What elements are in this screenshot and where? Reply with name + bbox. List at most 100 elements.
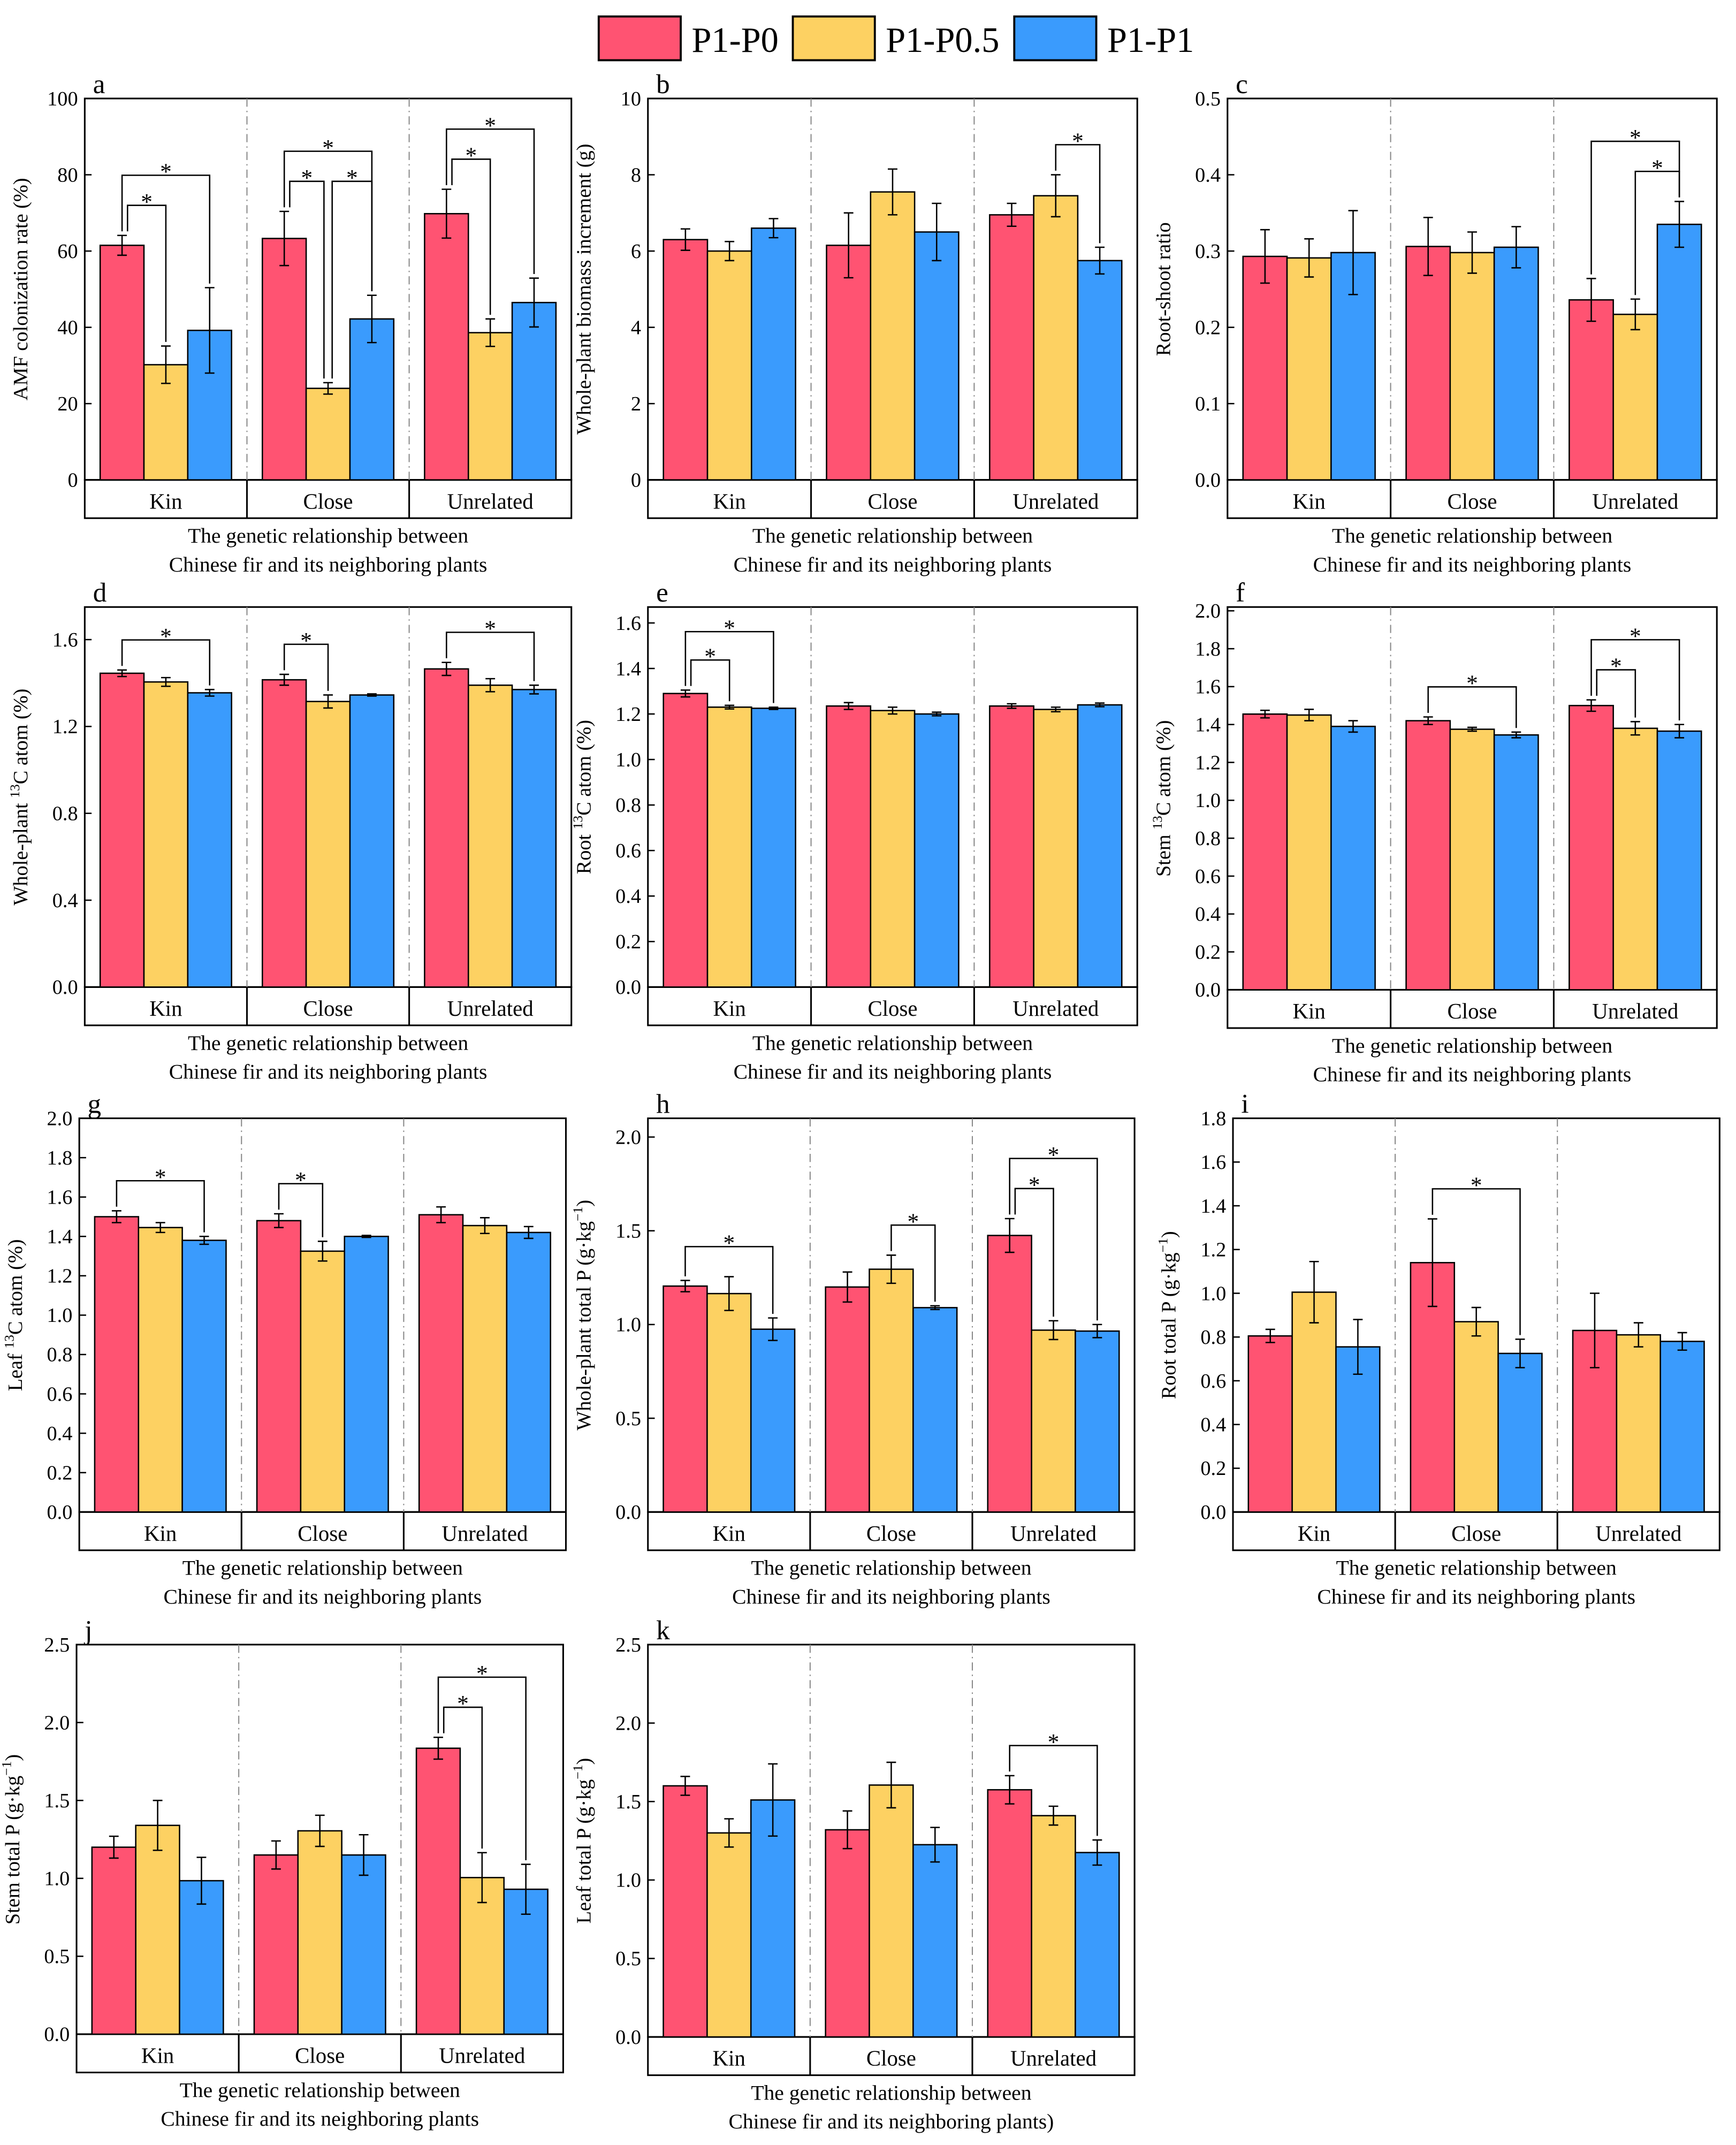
error-bar xyxy=(725,704,735,710)
bar-d-close-0 xyxy=(262,679,307,988)
error-bar xyxy=(441,188,452,239)
category-label: Kin xyxy=(713,489,746,513)
panel-a: a Kin Close Unrelated 0 20 40 60 80 100 AMF coloni… xyxy=(10,69,573,576)
category-label: Close xyxy=(303,489,353,513)
y-tick-label: 1.6 xyxy=(1195,676,1221,698)
legend-label: P1-P1 xyxy=(1107,21,1194,60)
y-tick-label: 1.8 xyxy=(1200,1107,1226,1130)
error-bar xyxy=(680,1776,690,1796)
y-tick-label: 2.0 xyxy=(1195,600,1221,622)
y-axis-label-text: C atom (%) xyxy=(573,720,595,816)
x-axis-label: Chinese fir and its neighboring plants xyxy=(169,553,488,576)
y-tick-label: 1.8 xyxy=(47,1147,73,1169)
y-axis-label: Stem 13C atom (%) xyxy=(1149,720,1175,877)
bar-b-close-1 xyxy=(870,191,916,481)
y-axis-label-text: Leaf xyxy=(4,1349,27,1391)
bar-k-kin-0 xyxy=(663,1785,708,2038)
bar-i-kin-0 xyxy=(1247,1335,1293,1513)
bar-e-unrelated-1 xyxy=(1033,709,1079,988)
error-bar xyxy=(199,1235,209,1245)
y-tick-label: 2.0 xyxy=(615,1126,641,1148)
y-axis-label-text: Whole-plant xyxy=(10,798,32,906)
error-bar xyxy=(842,1810,852,1850)
category-label: Close xyxy=(303,997,353,1021)
error-bar xyxy=(1674,201,1685,248)
y-tick-label: 1.5 xyxy=(44,1790,70,1812)
y-axis-label-text: Root xyxy=(573,829,595,874)
x-axis-label: Chinese fir and its neighboring plants xyxy=(732,1585,1050,1608)
error-bar xyxy=(768,1317,778,1341)
bar-a-close-0 xyxy=(262,238,307,481)
significance-bracket xyxy=(684,1246,774,1314)
panel-letter: k xyxy=(656,1615,670,1646)
x-axis-label: The genetic relationship between xyxy=(1332,1034,1612,1058)
bar-a-close-1 xyxy=(305,387,351,481)
bar-k-kin-2 xyxy=(750,1799,796,2038)
y-tick-label: 0.0 xyxy=(615,976,641,999)
error-bar xyxy=(1515,1338,1525,1368)
y-tick-label: 0.6 xyxy=(47,1383,73,1405)
bar-e-close-1 xyxy=(870,710,916,988)
error-bar xyxy=(1048,1805,1059,1826)
bar-f-kin-2 xyxy=(1330,726,1376,991)
significance-bracket xyxy=(1590,639,1680,721)
y-tick-label: 100 xyxy=(47,88,78,110)
error-bar xyxy=(1304,709,1314,721)
bar-d-kin-0 xyxy=(99,672,145,988)
y-axis-label-sup: 13 xyxy=(570,816,585,830)
panel-letter: c xyxy=(1236,69,1248,100)
y-tick-label: 1.0 xyxy=(615,1869,641,1892)
x-axis-label: The genetic relationship between xyxy=(752,1031,1033,1055)
legend: P1-P0 P1-P0.5 P1-P1 xyxy=(597,15,1194,62)
y-axis-label-text: Leaf total P (g·kg xyxy=(573,1779,595,1924)
y-tick-label: 1.6 xyxy=(47,1186,73,1208)
x-axis-label: The genetic relationship between xyxy=(752,524,1033,547)
error-bar xyxy=(1467,231,1477,274)
y-axis-label-sup: 13 xyxy=(7,784,22,798)
significance-marker: * xyxy=(484,113,496,139)
bar-e-kin-0 xyxy=(663,693,709,988)
y-tick-label: 0.0 xyxy=(1200,1501,1226,1524)
panel-letter: a xyxy=(93,69,105,100)
significance-marker: * xyxy=(1072,128,1084,154)
bar-c-unrelated-0 xyxy=(1569,299,1614,481)
bar-h-unrelated-2 xyxy=(1075,1330,1120,1513)
bar-a-unrelated-1 xyxy=(467,332,513,481)
y-tick-label: 0.8 xyxy=(1195,827,1221,850)
error-bar xyxy=(843,702,854,710)
x-axis-label: Chinese fir and its neighboring plants) xyxy=(728,2110,1054,2133)
bar-c-kin-1 xyxy=(1286,257,1332,481)
y-tick-label: 1.0 xyxy=(615,749,641,771)
x-axis-label: Chinese fir and its neighboring plants xyxy=(734,553,1052,576)
significance-bracket xyxy=(278,1183,324,1237)
error-bar xyxy=(436,1206,446,1223)
error-bar xyxy=(1511,731,1521,739)
error-bar xyxy=(680,689,690,698)
error-bar xyxy=(1471,1306,1481,1337)
x-axis-label: The genetic relationship between xyxy=(180,2078,460,2102)
bar-b-close-2 xyxy=(913,231,960,481)
error-bar xyxy=(1007,703,1017,709)
category-label: Unrelated xyxy=(1010,1522,1097,1546)
error-bar xyxy=(204,287,215,374)
y-tick-label: 1.4 xyxy=(1200,1195,1226,1218)
significance-marker: * xyxy=(160,623,172,649)
panel-e: e Kin Close Unrelated 0.0 0.2 0.4 0.6 0.8 1.0 1.2 1… xyxy=(570,577,1138,1083)
y-tick-label: 0.0 xyxy=(615,2026,641,2049)
x-axis-label: The genetic relationship between xyxy=(751,2081,1031,2105)
significance-marker: * xyxy=(1466,671,1478,696)
y-tick-label: 0.0 xyxy=(47,1501,73,1524)
error-bar xyxy=(1092,1839,1102,1866)
error-bar xyxy=(1427,1218,1437,1307)
y-axis-label-text: C atom (%) xyxy=(1153,720,1175,816)
category-label: Unrelated xyxy=(1595,1522,1681,1546)
significance-bracket xyxy=(1009,1745,1098,1836)
significance-marker: * xyxy=(457,1691,469,1717)
significance-marker: * xyxy=(1029,1172,1040,1198)
error-bar xyxy=(323,694,333,709)
bar-c-unrelated-2 xyxy=(1656,223,1702,481)
bar-e-kin-2 xyxy=(751,708,796,988)
y-axis-label-text: Stem xyxy=(1153,830,1175,877)
category-label: Close xyxy=(866,1522,916,1546)
